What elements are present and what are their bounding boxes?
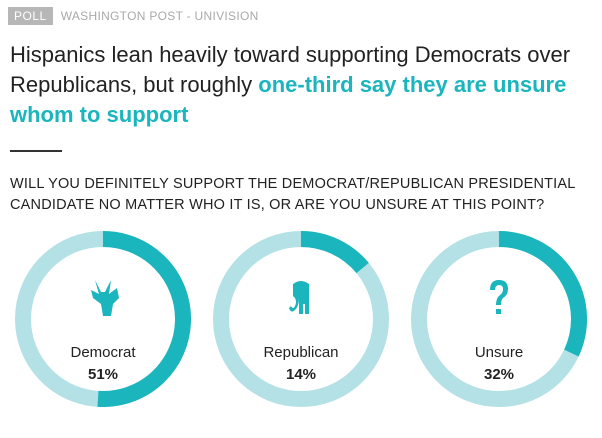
header: POLL WASHINGTON POST - UNIVISION bbox=[8, 7, 259, 25]
donut-democrat: Democrat 51% bbox=[10, 226, 196, 438]
donut-svg bbox=[213, 231, 389, 407]
poll-badge: POLL bbox=[8, 7, 53, 25]
donut-charts: Democrat 51% Republican 14% Unsure 32% bbox=[0, 226, 602, 438]
chart-value: 14% bbox=[285, 366, 317, 383]
chart-value: 32% bbox=[483, 366, 515, 383]
chart-label: Democrat bbox=[70, 344, 136, 361]
source-label: WASHINGTON POST - UNIVISION bbox=[60, 9, 259, 23]
donut-arc-republican bbox=[300, 231, 369, 274]
question-mark-icon bbox=[490, 280, 508, 314]
elephant-icon bbox=[289, 281, 309, 314]
donut-svg bbox=[15, 231, 192, 407]
headline: Hispanics lean heavily toward supporting… bbox=[10, 40, 595, 130]
donut-republican: Republican 14% bbox=[208, 226, 394, 438]
headline-text: Hispanics lean heavily toward supporting… bbox=[10, 42, 571, 97]
donut-svg bbox=[411, 231, 587, 407]
donut-arc-unsure bbox=[498, 231, 587, 357]
question-text: WILL YOU DEFINITELY SUPPORT THE DEMOCRAT… bbox=[10, 176, 575, 213]
chart-value: 51% bbox=[87, 366, 119, 383]
chart-label: Unsure bbox=[474, 344, 524, 361]
donut-unsure: Unsure 32% bbox=[406, 226, 592, 438]
donkey-icon bbox=[91, 280, 119, 316]
donut-arc-democrat bbox=[97, 231, 192, 407]
chart-label: Republican bbox=[263, 344, 339, 361]
headline-highlight: one-third say they are unsure whom to su… bbox=[10, 72, 567, 127]
divider bbox=[10, 150, 62, 152]
